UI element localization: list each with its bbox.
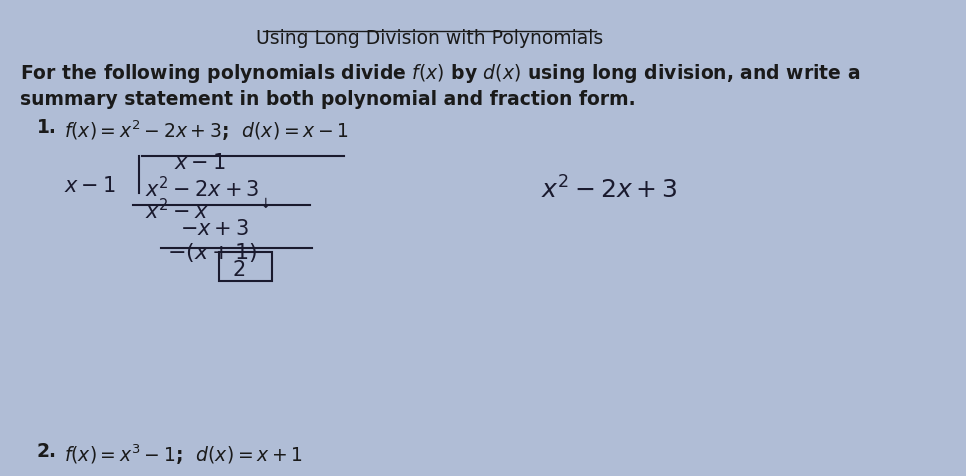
Text: $f(x) = x^3 - 1$;  $d(x) = x + 1$: $f(x) = x^3 - 1$; $d(x) = x + 1$ (65, 441, 303, 466)
Text: $\downarrow$: $\downarrow$ (257, 197, 270, 211)
Text: $x^2-2x+3$: $x^2-2x+3$ (146, 176, 260, 201)
Text: $2$: $2$ (232, 259, 244, 279)
Text: For the following polynomials divide $f(x)$ by $d(x)$ using long division, and w: For the following polynomials divide $f(… (20, 61, 860, 85)
Text: Using Long Division with Polynomials: Using Long Division with Polynomials (256, 29, 604, 48)
Text: $-x+3$: $-x+3$ (180, 218, 248, 238)
Text: $-(x+1)$: $-(x+1)$ (167, 241, 257, 264)
Text: $x^2-2x+3$: $x^2-2x+3$ (541, 176, 677, 203)
Text: $x^2-x$: $x^2-x$ (146, 198, 210, 223)
Text: 1.: 1. (37, 118, 57, 137)
Text: $x - 1$: $x - 1$ (174, 152, 225, 172)
Text: summary statement in both polynomial and fraction form.: summary statement in both polynomial and… (20, 90, 636, 109)
Text: 2.: 2. (37, 441, 57, 460)
Text: $x-1$: $x-1$ (65, 176, 116, 196)
Text: $f(x) = x^2 - 2x + 3$;  $d(x) = x - 1$: $f(x) = x^2 - 2x + 3$; $d(x) = x - 1$ (65, 118, 349, 142)
